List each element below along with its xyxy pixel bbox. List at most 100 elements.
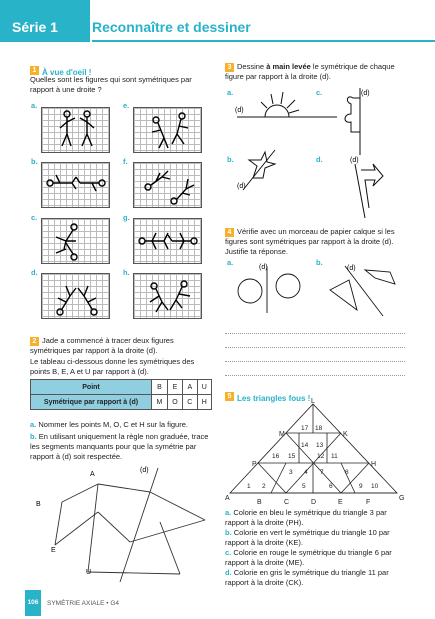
tri-num: 15: [288, 453, 296, 460]
ex4-figures: (d) (d): [225, 258, 415, 318]
series-tab: Série 1: [0, 0, 90, 42]
table-cell: A: [182, 379, 198, 395]
table-head-point: Point: [30, 379, 152, 395]
ex4-number: 4: [225, 227, 234, 237]
header-rule: [92, 40, 435, 42]
tri-num: 12: [317, 453, 325, 460]
ex2-figure: A B E U (d): [30, 462, 215, 583]
ex2-question-b: b. En utilisant uniquement la règle non …: [30, 432, 213, 462]
ex2-number: 2: [30, 336, 39, 346]
ex4-label-a: a.: [227, 258, 234, 267]
ex5-qd-text: Colorie en gris le symétrique du triangl…: [225, 568, 389, 587]
ex1-number: 1: [30, 66, 39, 76]
ex2-qb-text: En utilisant uniquement la règle non gra…: [30, 432, 209, 461]
answer-line[interactable]: [225, 334, 405, 348]
ex3-label-d: d.: [316, 155, 323, 164]
answer-line[interactable]: [225, 320, 405, 334]
ex2-intro2: Le tableau ci-dessous donne les symétriq…: [30, 357, 195, 376]
ex5-qb-label: b.: [225, 528, 232, 537]
ex3-label-a: a.: [227, 88, 234, 97]
ex4-answer-lines: [225, 320, 405, 376]
tri-num: 10: [371, 483, 379, 490]
pt-F: F: [366, 499, 370, 506]
table-cell: U: [196, 379, 213, 395]
tri-num: 5: [302, 483, 306, 490]
pt-G: G: [399, 495, 404, 502]
ex5-number: 5: [225, 392, 234, 402]
ex2-qa-text: Nommer les points M, O, C et H sur la fi…: [38, 420, 188, 429]
ex1-question: Quelles sont les figures qui sont symétr…: [30, 75, 192, 94]
answer-line[interactable]: [225, 362, 405, 376]
ex1-label-d: d.: [31, 268, 38, 277]
table-cell: M: [151, 394, 168, 410]
pt-D: D: [311, 499, 316, 506]
ex2-intro: 2 Jade a commencé à tracer deux figures s…: [30, 336, 213, 356]
answer-line[interactable]: [225, 348, 405, 362]
ex1-figure-f: [133, 162, 202, 208]
point-A: A: [90, 471, 95, 478]
ex3-label-b: b.: [227, 155, 234, 164]
table-cell: B: [151, 379, 168, 395]
ex1-label-f: f.: [123, 157, 128, 166]
ex1-label-h: h.: [123, 268, 130, 277]
pt-K: K: [343, 431, 348, 438]
pt-A: A: [225, 495, 230, 502]
tri-num: 18: [315, 425, 323, 432]
tri-num: 2: [262, 483, 266, 490]
tri-num: 4: [304, 469, 308, 476]
tri-num: 6: [329, 483, 333, 490]
pt-H: H: [371, 461, 376, 468]
page-title: Reconnaître et dessiner: [92, 19, 251, 35]
table-cell: C: [182, 394, 198, 410]
ex3-figures: (d) (d) (d) (d): [225, 80, 415, 220]
ex1-figure-a: [41, 107, 110, 153]
ex5-title: Les triangles fous !: [237, 394, 311, 403]
ex3-d-d: (d): [350, 157, 359, 164]
point-B: B: [36, 501, 41, 508]
table-head-symmetric: Symétrique par rapport à (d): [30, 394, 152, 410]
ex5-qa-label: a.: [225, 508, 232, 517]
series-label: Série 1: [12, 19, 58, 35]
ex5-qa-text: Colorie en bleu le symétrique du triangl…: [225, 508, 387, 527]
tri-num: 7: [320, 469, 324, 476]
ex3-d-a: (d): [235, 107, 244, 114]
pt-M: M: [279, 431, 285, 438]
ex5-qd-label: d.: [225, 568, 232, 577]
ex5-question-c: c. Colorie en rouge le symétrique du tri…: [225, 548, 410, 568]
point-E: E: [51, 547, 56, 554]
tri-num: 17: [301, 425, 309, 432]
page-number: 106: [25, 590, 41, 616]
tri-num: 9: [359, 483, 363, 490]
ex4-text: 4 Vérifie avec un morceau de papier calqu…: [225, 227, 410, 257]
ex1-label-g: g.: [123, 213, 130, 222]
ex2-qb-label: b.: [30, 432, 37, 441]
symmetry-table: Point B E A U Symétrique par rapport à (…: [30, 379, 213, 410]
ex2-intro-text: Jade a commencé à tracer deux figures sy…: [30, 336, 174, 355]
table-cell: O: [166, 394, 184, 410]
ex1-label-a: a.: [31, 101, 38, 110]
ex5-question-d: d. Colorie en gris le symétrique du tria…: [225, 568, 410, 588]
ex4-text-body: Vérifie avec un morceau de papier calque…: [225, 227, 395, 256]
footer-text: SYMÉTRIE AXIALE • G4: [47, 600, 119, 607]
ex5-qb-text: Colorie en vert le symétrique du triangl…: [225, 528, 390, 547]
table-cell: H: [196, 394, 213, 410]
ex3-label-c: c.: [316, 88, 323, 97]
ex3-text-post: le symétrique de chaque figure par rappo…: [225, 62, 395, 81]
ex1-figure-c: [41, 218, 110, 264]
ex3-text: 3 Dessine à main levée le symétrique de c…: [225, 62, 410, 82]
pt-L: L: [311, 398, 315, 405]
ex5-qc-label: c.: [225, 548, 232, 557]
tri-num: 8: [345, 469, 349, 476]
tri-num: 11: [331, 453, 338, 460]
ex3-number: 3: [225, 62, 234, 72]
tri-num: 1: [247, 483, 251, 490]
ex4-d-b: (d): [347, 265, 356, 272]
point-U: U: [86, 569, 91, 576]
ex2-qa-label: a.: [30, 420, 37, 429]
ex1-figure-h: [133, 273, 202, 319]
ex3-text-bold: à main levée: [266, 62, 311, 71]
ex5-qc-text: Colorie en rouge le symétrique du triang…: [225, 548, 392, 567]
ex1-figure-d: [41, 273, 110, 319]
tri-num: 16: [272, 453, 280, 460]
